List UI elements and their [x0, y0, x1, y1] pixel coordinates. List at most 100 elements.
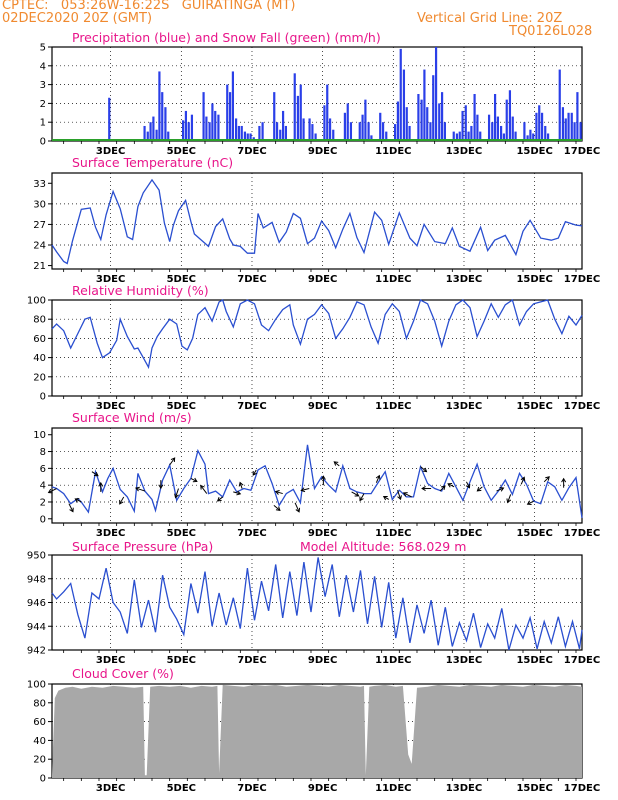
precip-bar — [161, 92, 164, 141]
wind-arrow — [75, 498, 82, 503]
y-tick-label: 20 — [33, 372, 46, 383]
y-tick-label: 80 — [33, 315, 46, 326]
wind-arrowhead — [47, 488, 53, 494]
wind-arrow — [397, 490, 402, 500]
station-line: CPTEC: 053:26W-16:22S GUIRATINGA (MT) — [2, 0, 296, 13]
wind-arrowhead — [506, 498, 512, 504]
x-tick-label: 11DEC — [375, 783, 411, 794]
x-tick-label: 7DEC — [237, 783, 266, 794]
wind-arrow — [68, 503, 74, 512]
wind-arrowhead — [295, 507, 301, 513]
precip-bar — [190, 114, 194, 141]
wind-arrow — [543, 476, 550, 483]
precip-bar — [237, 125, 241, 141]
cloud-cover-area — [52, 684, 582, 778]
y-tick-label: 80 — [33, 698, 46, 709]
wind-arrowhead — [354, 492, 360, 497]
wind-arrow — [217, 496, 223, 502]
precip-bar — [328, 118, 332, 141]
wind-arrowhead — [499, 487, 505, 492]
precip-bar — [208, 122, 211, 141]
series-line — [51, 557, 583, 651]
wind-arrowhead — [397, 495, 402, 501]
precip-bar — [311, 124, 314, 141]
x-tick-label: 3DEC — [96, 274, 125, 285]
panel-frame-0 — [51, 46, 583, 142]
precip-bar — [493, 94, 497, 141]
x-tick-label: 11DEC — [375, 655, 411, 666]
y-tick-label: 40 — [33, 353, 46, 364]
precip-bar — [385, 131, 388, 141]
x-tick-label: 9DEC — [308, 401, 337, 412]
wind-arrow — [273, 504, 281, 511]
precip-bar — [573, 122, 576, 141]
wind-arrowhead — [236, 490, 242, 496]
precip-bar — [184, 110, 188, 141]
precip-bar — [443, 122, 447, 141]
wind-arrow — [466, 481, 470, 489]
precip-bar — [314, 133, 317, 141]
precip-bar — [149, 122, 152, 141]
precip-bar — [164, 107, 167, 141]
y-tick-label: 950 — [27, 551, 46, 562]
precip-bar — [358, 122, 361, 141]
precip-bar — [346, 103, 349, 141]
y-tick-label: 5 — [40, 43, 46, 54]
precip-bar — [508, 90, 512, 141]
y-tick-label: 2 — [40, 99, 46, 110]
y-tick-label: 2 — [40, 497, 46, 508]
precip-bar — [502, 133, 506, 141]
wind-arrow — [403, 492, 412, 498]
precip-bar — [343, 112, 347, 141]
precip-bar — [452, 131, 455, 141]
precip-bar — [529, 129, 532, 141]
x-tick-label: 11DEC — [375, 401, 411, 412]
precip-bar — [558, 69, 561, 141]
y-tick-label: 100 — [27, 296, 46, 307]
panel-title: Surface Pressure (hPa) — [72, 539, 213, 554]
precip-bar — [523, 122, 526, 141]
y-tick-label: 8 — [40, 447, 46, 458]
precip-bar — [511, 116, 514, 141]
precip-bar — [143, 125, 146, 141]
wind-arrowhead — [545, 476, 550, 481]
panel-title: Cloud Cover (%) — [72, 666, 174, 681]
precip-bar — [526, 135, 529, 141]
wind-arrowhead — [382, 495, 388, 501]
precip-bar — [491, 122, 494, 141]
x-tick-label: 9DEC — [308, 783, 337, 794]
wind-arrowhead — [402, 492, 408, 497]
wind-arrowhead — [375, 474, 381, 480]
precip-bar — [361, 114, 364, 141]
y-tick-label: 33 — [33, 179, 46, 190]
precip-bar — [202, 92, 205, 141]
wind-arrow — [294, 502, 300, 513]
x-tick-label: 11DEC — [375, 528, 411, 539]
precip-bar — [249, 133, 252, 141]
precip-bar — [108, 97, 111, 141]
wind-arrow — [375, 475, 380, 483]
y-tick-label: 4 — [40, 481, 46, 492]
precip-bar — [246, 133, 249, 141]
precip-bar — [393, 124, 397, 141]
precip-bar — [146, 131, 149, 141]
wind-arrowhead — [526, 500, 532, 505]
x-tick-label: 17DEC — [564, 146, 600, 157]
precip-bar — [579, 122, 582, 141]
panel-frame-2 — [51, 299, 583, 397]
x-tick-label: 5DEC — [167, 146, 196, 157]
precip-bar — [426, 107, 429, 141]
precip-bar — [538, 105, 541, 141]
wind-arrowhead — [359, 496, 364, 502]
wind-arrowhead — [238, 481, 244, 487]
x-tick-label: 7DEC — [237, 146, 266, 157]
x-tick-label: 13DEC — [446, 528, 482, 539]
precip-bar — [279, 129, 282, 141]
precip-bar — [473, 94, 476, 141]
precip-bar — [458, 131, 461, 141]
wind-arrowhead — [216, 497, 222, 502]
y-tick-label: 4 — [40, 61, 46, 72]
x-tick-label: 17DEC — [564, 528, 600, 539]
x-tick-label: 3DEC — [96, 146, 125, 157]
precip-bar — [152, 116, 155, 141]
